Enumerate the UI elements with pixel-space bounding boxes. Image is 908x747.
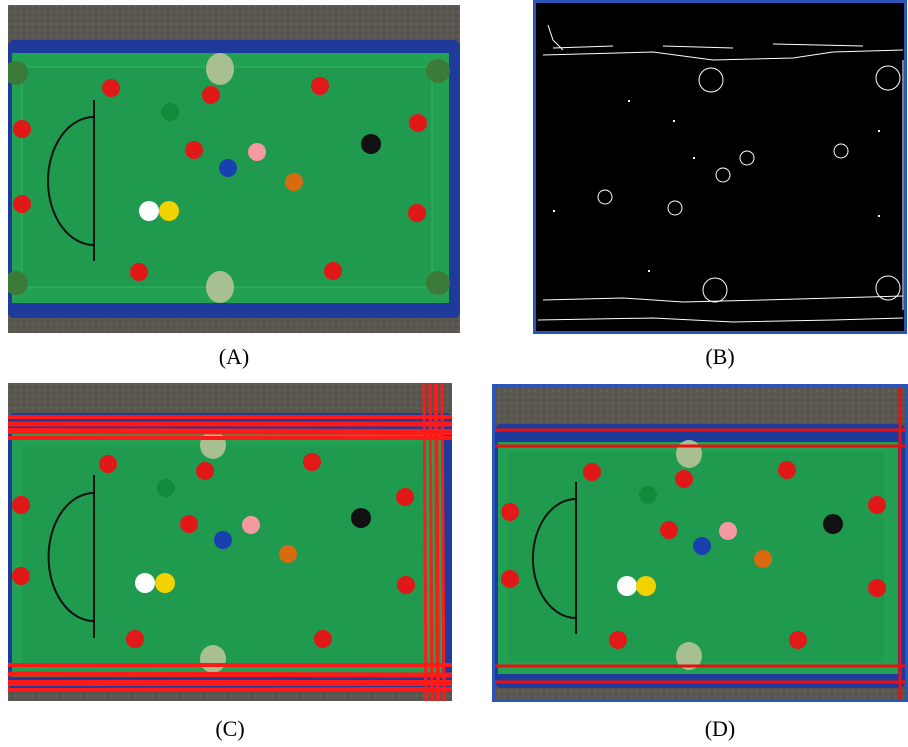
- panel-a-image: [8, 5, 460, 333]
- panel-a-caption: (A): [174, 344, 294, 370]
- panel-d-image: [492, 384, 908, 702]
- panel-d-caption: (D): [660, 716, 780, 742]
- panel-c-caption: (C): [170, 716, 290, 742]
- panel-c-image: [8, 383, 452, 701]
- panel-b-image: [533, 0, 907, 334]
- panel-b-caption: (B): [660, 344, 780, 370]
